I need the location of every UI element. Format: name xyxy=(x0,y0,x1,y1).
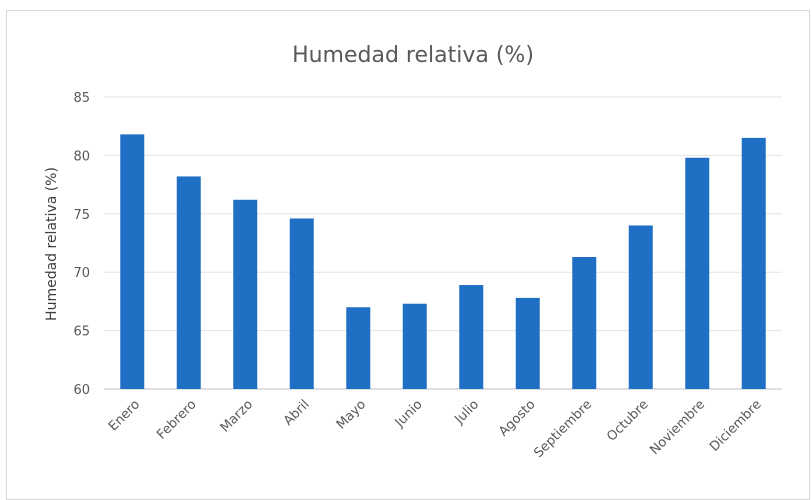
x-tick-labels: Enero Febrero Marzo Abril Mayo Junio Julio Agos… xyxy=(106,397,765,461)
x-tick-label: Septiembre xyxy=(531,397,595,461)
bar-abril xyxy=(289,218,314,389)
y-tick-label: 60 xyxy=(73,383,90,398)
y-tick-label: 85 xyxy=(73,91,90,106)
y-axis-label: Humedad relativa (%) xyxy=(44,167,60,321)
x-tick-label: Diciembre xyxy=(707,397,765,455)
x-tick-label: Mayo xyxy=(334,397,369,432)
bars xyxy=(120,134,766,389)
bar-junio xyxy=(402,303,427,389)
bar-mayo xyxy=(346,307,371,389)
y-tick-label: 65 xyxy=(73,325,90,340)
bar-marzo xyxy=(233,199,258,389)
chart-title: Humedad relativa (%) xyxy=(292,43,534,68)
y-tick-label: 80 xyxy=(73,149,90,164)
bar-agosto xyxy=(515,297,540,389)
x-tick-label: Abril xyxy=(281,397,313,429)
x-tick-label: Febrero xyxy=(154,397,199,442)
x-tick-label: Enero xyxy=(106,397,143,434)
bar-octubre xyxy=(628,225,653,389)
bar-septiembre xyxy=(572,257,597,389)
x-tick-label: Junio xyxy=(392,397,426,431)
x-tick-label: Noviembre xyxy=(647,397,708,458)
x-tick-label: Julio xyxy=(451,397,482,428)
x-tick-label: Octubre xyxy=(604,397,651,444)
bar-julio xyxy=(459,285,484,389)
y-tick-label: 75 xyxy=(73,208,90,223)
bar-noviembre xyxy=(685,157,710,389)
bar-febrero xyxy=(176,176,201,389)
x-tick-label: Marzo xyxy=(218,397,256,435)
y-tick-label: 70 xyxy=(73,266,90,281)
x-tick-label: Agosto xyxy=(496,397,538,439)
grid-lines xyxy=(104,96,782,390)
bar-enero xyxy=(120,134,145,389)
y-tick-labels: 60 65 70 75 80 85 xyxy=(73,91,90,398)
bar-diciembre xyxy=(741,137,766,389)
